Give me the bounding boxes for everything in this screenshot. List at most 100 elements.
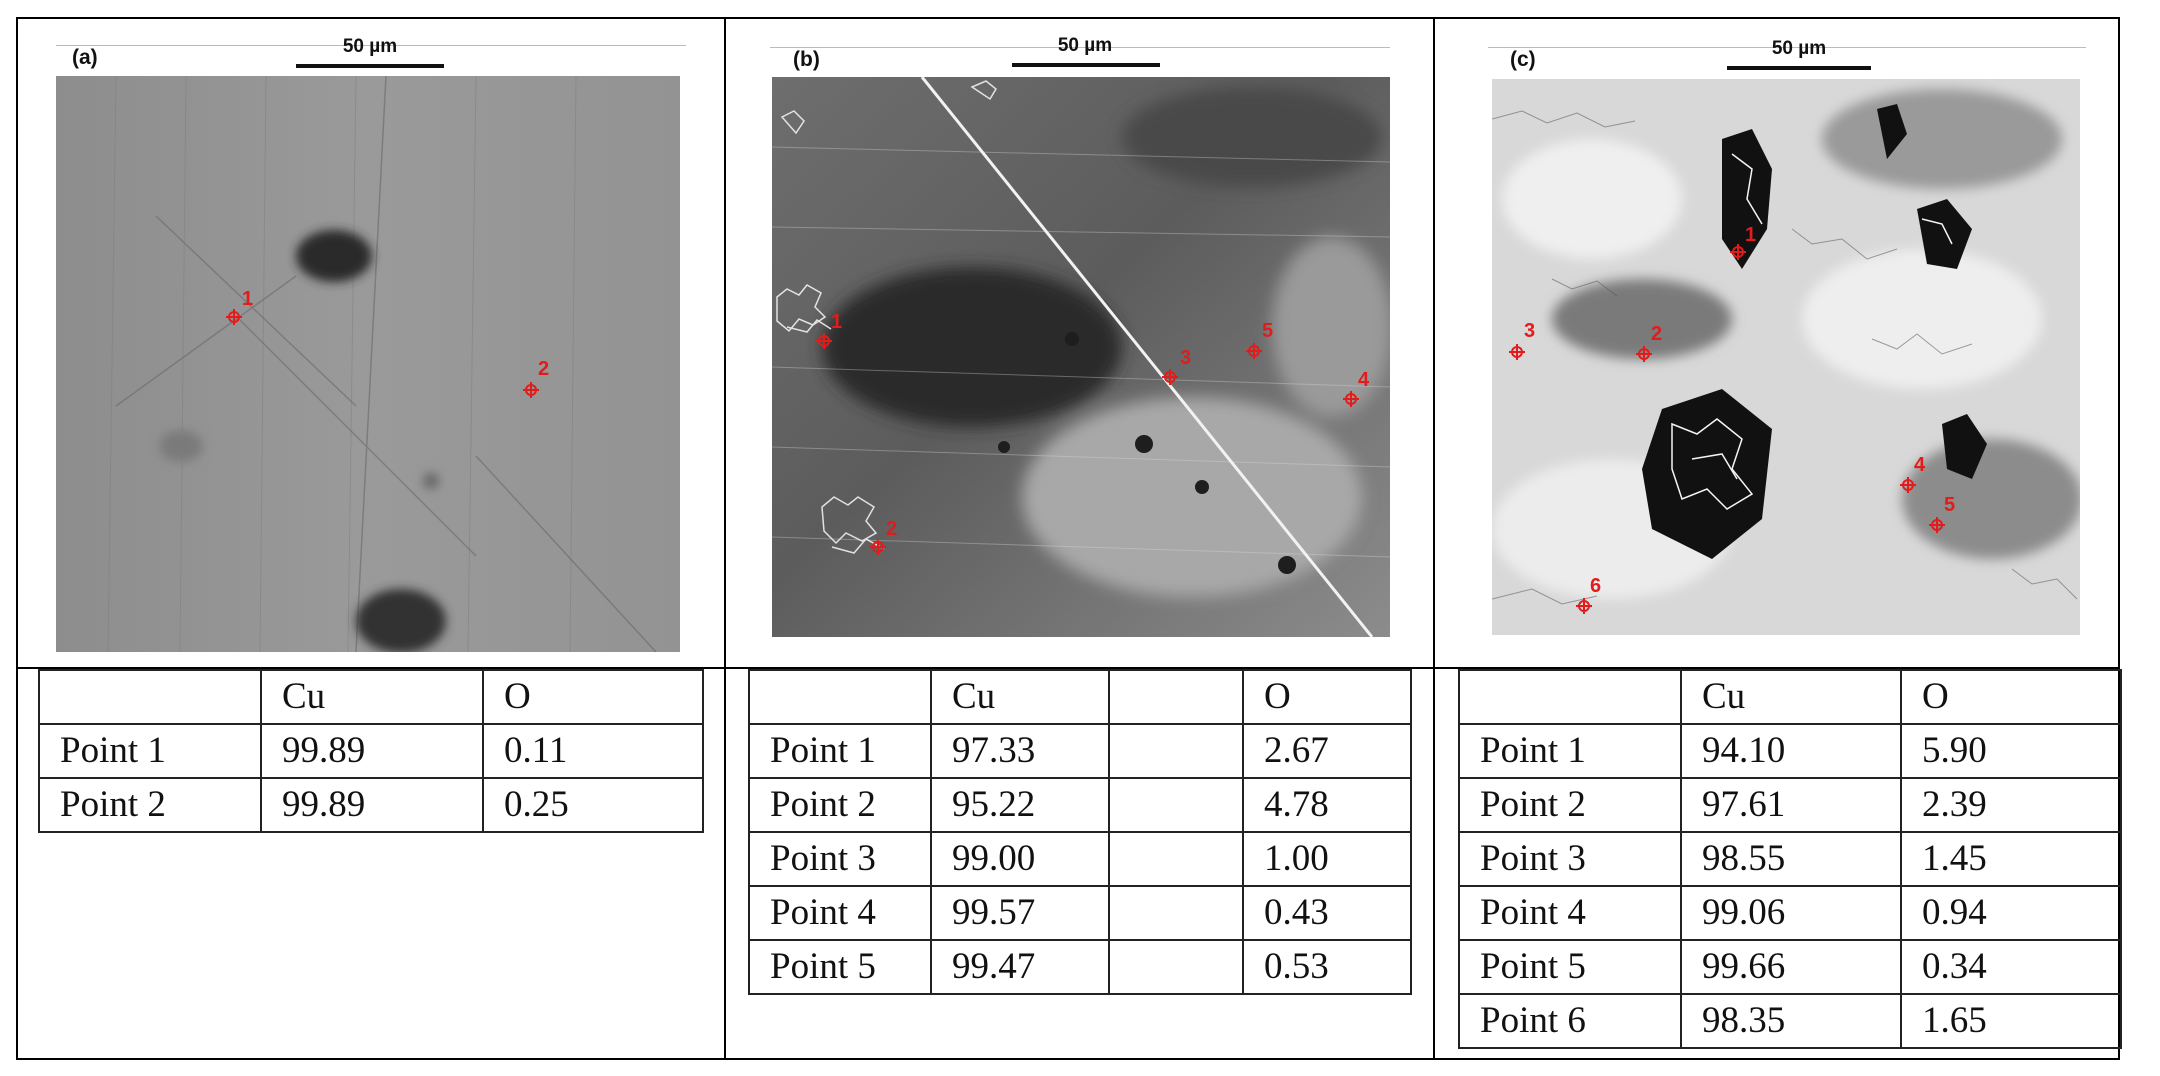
table-cell: 1.65 bbox=[1900, 993, 2122, 1049]
composition-table-c: Cu O Point 1 94.10 5.90 Point 2 97.61 2.… bbox=[1458, 669, 2122, 1049]
sem-image-a: 1 2 bbox=[56, 76, 680, 652]
table-cell: 1.45 bbox=[1900, 831, 2122, 887]
table-cell: 2.67 bbox=[1242, 723, 1412, 779]
table-row: Point 1 94.10 5.90 bbox=[1458, 723, 2122, 779]
table-header-cell: O bbox=[1242, 669, 1412, 725]
table-header-cell bbox=[38, 669, 262, 725]
table-row: Point 4 99.06 0.94 bbox=[1458, 885, 2122, 941]
column-divider bbox=[724, 17, 726, 1060]
table-header-cell: Cu bbox=[260, 669, 484, 725]
table-cell: Point 1 bbox=[748, 723, 932, 779]
column-divider bbox=[1433, 17, 1435, 1060]
panel-a-label: (a) bbox=[72, 46, 98, 69]
table-cell: Point 2 bbox=[748, 777, 932, 833]
panel-c-scale-bar bbox=[1727, 66, 1871, 70]
table-header-row: Cu O bbox=[1458, 669, 2122, 725]
point-label: 2 bbox=[1651, 323, 1662, 345]
table-cell bbox=[1108, 777, 1244, 833]
table-row: Point 3 99.00 1.00 bbox=[748, 831, 1412, 887]
table-header-cell: O bbox=[482, 669, 704, 725]
table-cell: Point 6 bbox=[1458, 993, 1682, 1049]
sem-image-b: 1 2 3 4 5 bbox=[772, 77, 1390, 637]
table-cell: 98.55 bbox=[1680, 831, 1902, 887]
table-row: Point 4 99.57 0.43 bbox=[748, 885, 1412, 941]
sem-image-c: 1 2 3 4 5 6 bbox=[1492, 79, 2080, 635]
point-label: 1 bbox=[1745, 224, 1756, 246]
panel-b-label: (b) bbox=[793, 48, 820, 71]
point-label: 2 bbox=[886, 518, 897, 540]
table-cell: 99.06 bbox=[1680, 885, 1902, 941]
table-row: Point 2 99.89 0.25 bbox=[38, 777, 704, 833]
table-header-cell: Cu bbox=[930, 669, 1110, 725]
table-cell: 5.90 bbox=[1900, 723, 2122, 779]
table-cell bbox=[1108, 831, 1244, 887]
table-cell: 0.43 bbox=[1242, 885, 1412, 941]
panel-c-markers: 1 2 3 4 5 6 bbox=[1509, 224, 1955, 614]
table-cell: 97.61 bbox=[1680, 777, 1902, 833]
table-cell: Point 4 bbox=[1458, 885, 1682, 941]
point-label: 1 bbox=[831, 311, 842, 333]
panel-c-label: (c) bbox=[1510, 48, 1536, 71]
table-cell: Point 3 bbox=[1458, 831, 1682, 887]
table-cell: 2.39 bbox=[1900, 777, 2122, 833]
table-cell: 99.89 bbox=[260, 723, 484, 779]
table-cell: Point 3 bbox=[748, 831, 932, 887]
table-row: Point 3 98.55 1.45 bbox=[1458, 831, 2122, 887]
table-cell: Point 5 bbox=[1458, 939, 1682, 995]
row-divider bbox=[16, 667, 2120, 669]
table-row: Point 2 95.22 4.78 bbox=[748, 777, 1412, 833]
table-cell: 0.94 bbox=[1900, 885, 2122, 941]
table-cell: 99.89 bbox=[260, 777, 484, 833]
point-label: 3 bbox=[1180, 347, 1191, 369]
table-cell: 0.34 bbox=[1900, 939, 2122, 995]
table-cell: 1.00 bbox=[1242, 831, 1412, 887]
point-label: 5 bbox=[1944, 494, 1955, 516]
table-header-cell: O bbox=[1900, 669, 2122, 725]
table-cell: Point 5 bbox=[748, 939, 932, 995]
table-row: Point 5 99.66 0.34 bbox=[1458, 939, 2122, 995]
panel-b-scale-label: 50 µm bbox=[1057, 35, 1113, 56]
table-header-cell: Cu bbox=[1680, 669, 1902, 725]
table-cell: 94.10 bbox=[1680, 723, 1902, 779]
table-row: Point 1 97.33 2.67 bbox=[748, 723, 1412, 779]
panel-b-scale-bar bbox=[1012, 63, 1160, 67]
table-cell bbox=[1108, 885, 1244, 941]
composition-table-b: Cu O Point 1 97.33 2.67 Point 2 95.22 4.… bbox=[748, 669, 1412, 995]
figure-frame bbox=[16, 17, 2120, 1060]
panel-a-scale-label: 50 µm bbox=[342, 36, 398, 57]
table-row: Point 5 99.47 0.53 bbox=[748, 939, 1412, 995]
point-label: 2 bbox=[538, 358, 549, 380]
table-cell bbox=[1108, 939, 1244, 995]
table-cell: Point 2 bbox=[1458, 777, 1682, 833]
panel-c-top-rule bbox=[1488, 47, 2086, 48]
table-cell: 98.35 bbox=[1680, 993, 1902, 1049]
table-cell: Point 1 bbox=[1458, 723, 1682, 779]
point-label: 4 bbox=[1358, 369, 1370, 391]
point-label: 3 bbox=[1524, 320, 1535, 342]
point-label: 6 bbox=[1590, 575, 1601, 597]
panel-a-markers: 1 2 bbox=[226, 288, 549, 398]
table-header-cell bbox=[1108, 669, 1244, 725]
table-cell: 99.57 bbox=[930, 885, 1110, 941]
panel-a-top-rule bbox=[56, 45, 686, 46]
panel-b-top-rule bbox=[770, 47, 1390, 48]
point-label: 1 bbox=[242, 288, 253, 310]
table-cell: 0.53 bbox=[1242, 939, 1412, 995]
point-label: 5 bbox=[1262, 320, 1273, 342]
table-cell: 0.25 bbox=[482, 777, 704, 833]
table-cell: 95.22 bbox=[930, 777, 1110, 833]
panel-a-scale-bar bbox=[296, 64, 444, 68]
table-cell: Point 4 bbox=[748, 885, 932, 941]
table-row: Point 2 97.61 2.39 bbox=[1458, 777, 2122, 833]
table-header-cell bbox=[1458, 669, 1682, 725]
table-header-row: Cu O bbox=[748, 669, 1412, 725]
table-cell: 97.33 bbox=[930, 723, 1110, 779]
table-cell: 0.11 bbox=[482, 723, 704, 779]
table-cell: 99.47 bbox=[930, 939, 1110, 995]
table-cell: 4.78 bbox=[1242, 777, 1412, 833]
panel-b-markers: 1 2 3 4 5 bbox=[816, 311, 1370, 555]
composition-table-a: Cu O Point 1 99.89 0.11 Point 2 99.89 0.… bbox=[38, 669, 704, 833]
table-cell: 99.66 bbox=[1680, 939, 1902, 995]
point-label: 4 bbox=[1914, 454, 1926, 476]
panel-c-scale-label: 50 µm bbox=[1771, 38, 1827, 59]
